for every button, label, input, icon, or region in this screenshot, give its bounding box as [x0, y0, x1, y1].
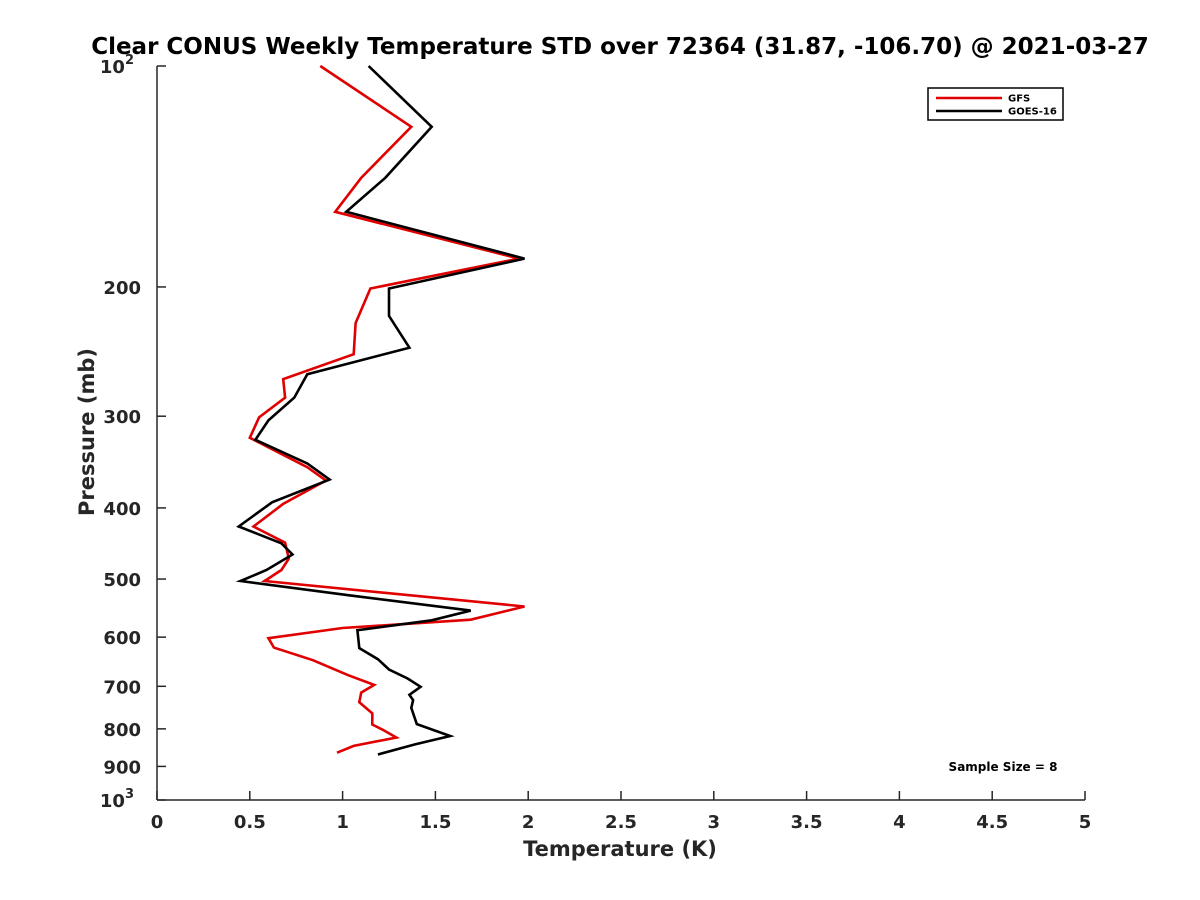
x-tick-label: 4 [893, 812, 906, 833]
y-tick-label: 300 [103, 407, 141, 428]
chart-title: Clear CONUS Weekly Temperature STD over … [91, 34, 1149, 60]
y-tick-label: 600 [103, 628, 141, 649]
x-tick-label: 1.5 [419, 812, 451, 833]
y-tick-label: 400 [103, 499, 141, 520]
x-axis-label: Temperature (K) [523, 837, 717, 861]
y-tick-label: 700 [103, 677, 141, 698]
legend-label: GOES-16 [1008, 107, 1057, 118]
y-axis-label: Pressure (mb) [75, 348, 99, 516]
series-line-goes-16 [235, 65, 525, 756]
x-tick-label: 2 [522, 812, 535, 833]
y-tick-label: 103 [100, 787, 134, 812]
legend-label: GFS [1008, 94, 1030, 105]
x-tick-label: 3 [708, 812, 721, 833]
legend: GFS GOES-16 [927, 87, 1064, 121]
series-line-gfs [248, 64, 525, 754]
x-tick-label: 3.5 [791, 812, 823, 833]
y-tick-label: 500 [103, 570, 141, 591]
x-tick-label: 2.5 [605, 812, 637, 833]
x-tick-label: 5 [1079, 812, 1092, 833]
axes-layer: 0 0.5 1 1.5 2 2.5 3 3.5 4 4.5 51022003004005006007… [100, 53, 1091, 833]
y-tick-label: 900 [103, 757, 141, 778]
y-tick-label: 200 [103, 278, 141, 299]
x-tick-label: 1 [336, 812, 349, 833]
sample-size-annotation: Sample Size = 8 [949, 760, 1058, 774]
series-layer [235, 64, 525, 756]
x-tick-label: 0 [151, 812, 164, 833]
y-tick-label: 800 [103, 720, 141, 741]
legend-box [927, 87, 1064, 121]
x-tick-label: 0.5 [234, 812, 266, 833]
x-tick-label: 4.5 [976, 812, 1008, 833]
